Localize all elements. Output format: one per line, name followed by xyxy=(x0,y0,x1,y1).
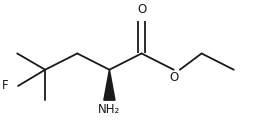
Text: NH₂: NH₂ xyxy=(98,103,121,116)
Text: O: O xyxy=(169,71,178,84)
Polygon shape xyxy=(104,70,115,100)
Text: O: O xyxy=(137,3,146,16)
Text: F: F xyxy=(2,79,9,93)
